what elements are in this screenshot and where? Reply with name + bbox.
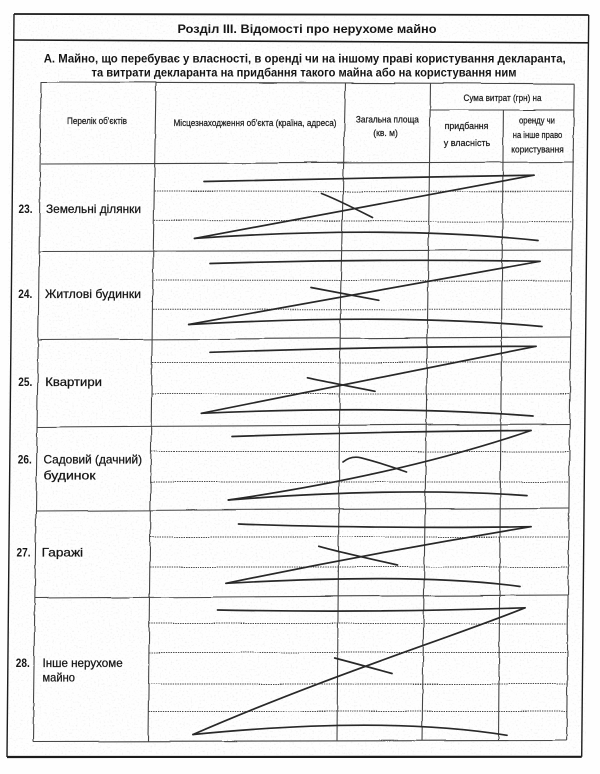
svg-text:Житлові будинки: Житлові будинки xyxy=(45,287,141,301)
svg-text:будинок: будинок xyxy=(44,468,97,482)
svg-text:27.: 27. xyxy=(17,546,31,560)
svg-text:Гаражі: Гаражі xyxy=(42,546,83,560)
svg-text:25.: 25. xyxy=(18,375,32,389)
svg-text:Сума витрат (грн) на: Сума витрат (грн) на xyxy=(464,93,542,103)
svg-text:майно: майно xyxy=(43,670,76,684)
svg-text:28.: 28. xyxy=(16,656,30,670)
svg-text:24.: 24. xyxy=(18,287,32,301)
svg-text:та витрати декларанта на придб: та витрати декларанта на придбання таког… xyxy=(92,65,517,79)
svg-text:оренду чи: оренду чи xyxy=(519,116,555,126)
svg-text:користування: користування xyxy=(511,145,564,155)
svg-text:Інше нерухоме: Інше нерухоме xyxy=(43,656,124,670)
svg-text:Розділ III. Відомості про неру: Розділ III. Відомості про нерухоме майно xyxy=(178,22,437,36)
svg-text:придбання: придбання xyxy=(445,121,489,131)
svg-text:на інше право: на інше право xyxy=(513,130,563,140)
svg-text:(кв. м): (кв. м) xyxy=(373,128,398,138)
svg-text:Квартири: Квартири xyxy=(45,375,102,389)
svg-text:23.: 23. xyxy=(19,202,33,216)
svg-text:Земельні ділянки: Земельні ділянки xyxy=(46,202,141,216)
svg-text:Місцезнаходження об'єкта (краї: Місцезнаходження об'єкта (країна, адреса… xyxy=(174,118,337,128)
svg-text:26.: 26. xyxy=(18,452,32,466)
svg-text:у власність: у власність xyxy=(444,138,491,148)
svg-text:Садовий (дачний): Садовий (дачний) xyxy=(44,452,143,466)
svg-text:А. Майно, що перебуває у власн: А. Майно, що перебуває у власності, в ор… xyxy=(44,52,566,66)
svg-text:Перелік об'єктів: Перелік об'єктів xyxy=(67,116,127,126)
svg-text:Загальна площа: Загальна площа xyxy=(356,114,419,124)
